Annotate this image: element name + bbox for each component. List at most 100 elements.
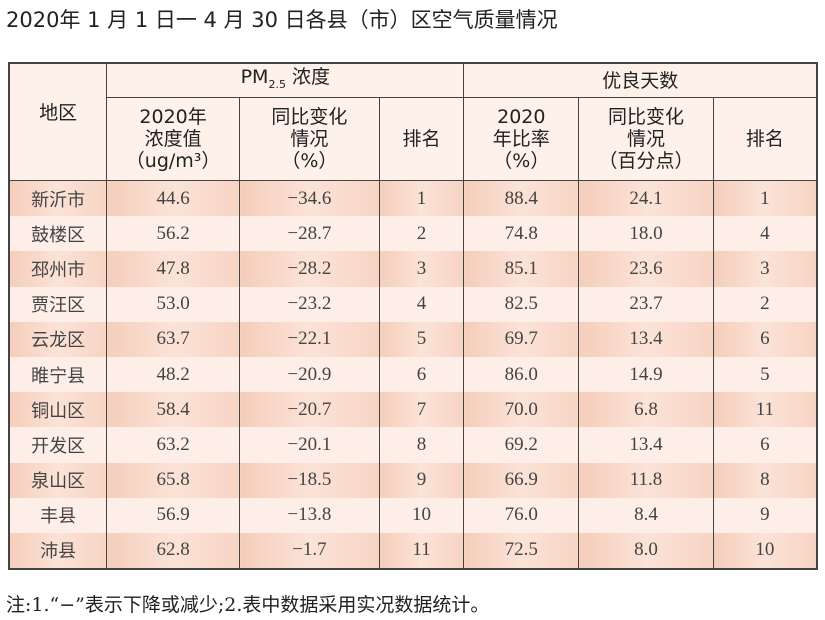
value-cell: 7 [378,392,464,428]
region-cell: 邳州市 [9,251,107,287]
table-row: 新沂市 44.6 −34.6 1 88.4 24.1 1 [9,180,817,217]
value-cell: −13.8 [239,497,380,533]
region-cell: 沛县 [9,532,107,570]
h-line: 浓度值 [144,128,202,150]
table-title: 2020年 1 月 1 日一 4 月 30 日各县（市）区空气质量情况 [6,8,558,32]
header-pm-rank: 排名 [378,97,464,181]
table-row: 睢宁县 48.2 −20.9 6 86.0 14.9 5 [9,356,817,393]
value-cell: 6.8 [578,392,714,428]
value-cell: −20.7 [239,392,380,428]
h-line: （ug/m³） [125,150,221,172]
region-cell: 开发区 [9,427,107,463]
region-cell: 云龙区 [9,321,107,357]
value-cell: 8 [378,427,464,463]
table-row: 沛县 62.8 −1.7 11 72.5 8.0 10 [9,532,817,570]
value-cell: 23.7 [578,286,714,322]
value-cell: 9 [712,497,817,533]
value-cell: 70.0 [463,392,579,428]
table-row: 铜山区 58.4 −20.7 7 70.0 6.8 11 [9,392,817,428]
value-cell: 3 [378,251,464,287]
header-pm-change: 同比变化 情况 （%） [239,97,380,181]
value-cell: 86.0 [463,356,579,393]
value-cell: 63.2 [106,427,240,463]
h-line: （%） [493,150,550,172]
value-cell: −20.1 [239,427,380,463]
table-row: 云龙区 63.7 −22.1 5 69.7 13.4 6 [9,321,817,357]
value-cell: 6 [712,427,817,463]
region-cell: 新沂市 [9,180,107,217]
region-cell: 泉山区 [9,462,107,498]
value-cell: −23.2 [239,286,380,322]
h-line: 同比变化 [607,106,684,128]
table-row: 丰县 56.9 −13.8 10 76.0 8.4 9 [9,497,817,533]
value-cell: 48.2 [106,356,240,393]
value-cell: 24.1 [578,180,714,217]
value-cell: −28.7 [239,216,380,252]
value-cell: 82.5 [463,286,579,322]
value-cell: 5 [378,321,464,357]
value-cell: 72.5 [463,532,579,570]
value-cell: 63.7 [106,321,240,357]
pm-subscript: 2.5 [268,77,286,91]
table-row: 泉山区 65.8 −18.5 9 66.9 11.8 8 [9,462,817,498]
h-line: 同比变化 [271,106,348,128]
header-pm-value: 2020年 浓度值 （ug/m³） [106,97,240,181]
value-cell: −22.1 [239,321,380,357]
header-good-days: 优良天数 [463,63,817,98]
value-cell: 88.4 [463,180,579,217]
value-cell: 4 [378,286,464,322]
value-cell: 14.9 [578,356,714,393]
table-row: 鼓楼区 56.2 −28.7 2 74.8 18.0 4 [9,216,817,252]
value-cell: 11 [712,392,817,428]
region-cell: 贾汪区 [9,286,107,322]
h-line: （百分点） [598,150,694,172]
value-cell: 69.7 [463,321,579,357]
h-line: 情况 [290,128,329,150]
value-cell: 6 [378,356,464,393]
header-good-rate: 2020 年比率 （%） [463,97,579,181]
value-cell: 56.2 [106,216,240,252]
value-cell: 8 [712,462,817,498]
header-good-change: 同比变化 情况 （百分点） [578,97,714,181]
value-cell: 74.8 [463,216,579,252]
value-cell: 58.4 [106,392,240,428]
value-cell: 65.8 [106,462,240,498]
value-cell: 69.2 [463,427,579,463]
value-cell: −1.7 [239,532,380,570]
value-cell: 8.0 [578,532,714,570]
h-line: 情况 [626,128,665,150]
value-cell: 2 [712,286,817,322]
region-cell: 睢宁县 [9,356,107,393]
value-cell: 18.0 [578,216,714,252]
region-cell: 鼓楼区 [9,216,107,252]
value-cell: −34.6 [239,180,380,217]
footnote: 注:1.“−”表示下降或减少;2.表中数据采用实况数据统计。 [6,594,490,616]
h-line: （%） [281,150,338,172]
region-cell: 丰县 [9,497,107,533]
pm-suffix: 浓度 [285,65,330,88]
value-cell: −18.5 [239,462,380,498]
value-cell: −28.2 [239,251,380,287]
value-cell: 11 [378,532,464,570]
header-pm25: PM2.5 浓度 [106,63,464,98]
header-good-rank: 排名 [712,97,817,181]
h-line: 2020年 [139,106,207,128]
table-row: 开发区 63.2 −20.1 8 69.2 13.4 6 [9,427,817,463]
value-cell: 76.0 [463,497,579,533]
value-cell: 5 [712,356,817,393]
value-cell: 3 [712,251,817,287]
h-line: 年比率 [492,128,550,150]
value-cell: 11.8 [578,462,714,498]
value-cell: 4 [712,216,817,252]
value-cell: 47.8 [106,251,240,287]
value-cell: 6 [712,321,817,357]
h-line: 2020 [497,106,546,128]
value-cell: 1 [712,180,817,217]
value-cell: 56.9 [106,497,240,533]
value-cell: 13.4 [578,427,714,463]
value-cell: 2 [378,216,464,252]
header-region: 地区 [9,63,107,181]
region-cell: 铜山区 [9,392,107,428]
value-cell: 8.4 [578,497,714,533]
value-cell: 85.1 [463,251,579,287]
